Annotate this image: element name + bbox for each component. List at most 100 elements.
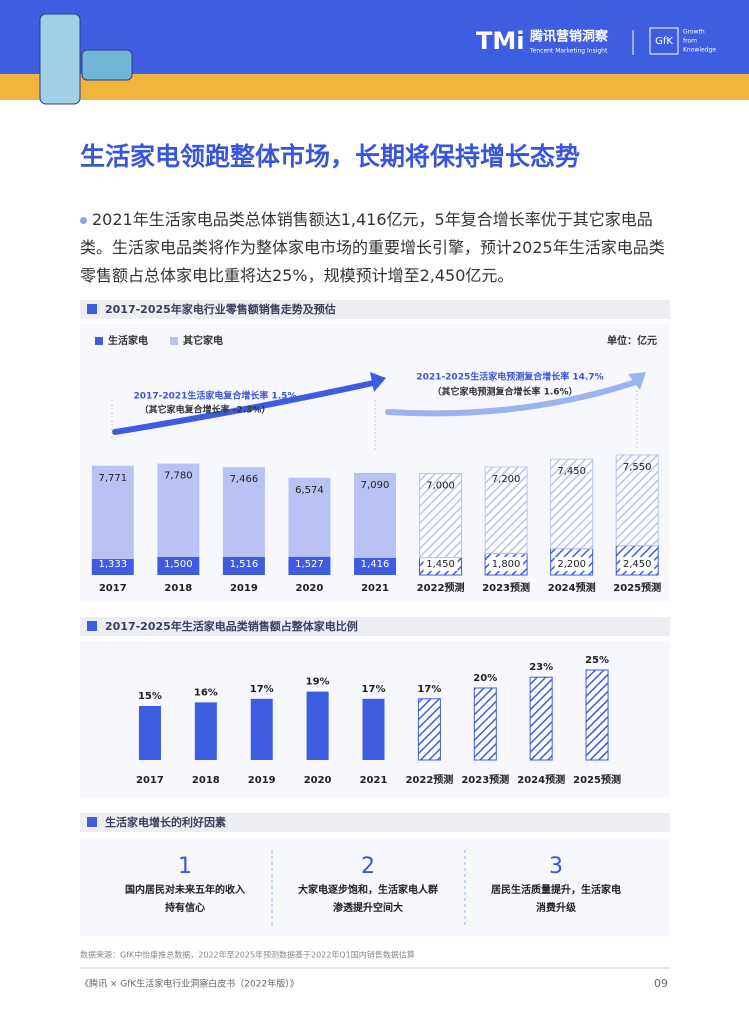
value-label: 7,000	[426, 481, 455, 492]
section-title: 2017-2025年生活家电品类销售额占整体家电比例	[105, 619, 358, 633]
value-label: 7,450	[557, 466, 586, 477]
legend-label: 其它家电	[183, 334, 223, 347]
factor-text: 国内居民对未来五年的收入	[125, 883, 245, 896]
x-tick-label: 2021	[361, 583, 389, 594]
bar-segment	[91, 559, 134, 575]
value-label: 7,090	[361, 480, 390, 491]
value-label: 7,200	[492, 474, 521, 485]
x-tick-label: 2017	[136, 775, 164, 786]
x-tick-label: 2020	[304, 775, 332, 786]
value-label: 15%	[138, 691, 162, 702]
x-tick-label: 2024预测	[548, 581, 596, 594]
bar	[585, 669, 609, 761]
partner-box	[649, 27, 679, 55]
value-label: 25%	[585, 655, 609, 666]
value-label: 1,333	[98, 559, 127, 570]
bar-segment	[288, 477, 331, 557]
value-label: 1,516	[230, 559, 259, 570]
bar	[306, 691, 329, 760]
label-bg	[489, 557, 524, 571]
bar-segment	[288, 556, 331, 575]
value-label: 1,416	[361, 559, 390, 570]
illustration	[81, 49, 133, 81]
section-title: 2017-2025年家电行业零售额销售走势及预估	[105, 302, 336, 316]
legend-swatch	[95, 337, 103, 345]
arrow-head	[370, 372, 386, 392]
value-label: 1,500	[164, 559, 193, 570]
bar-segment	[222, 556, 265, 575]
value-label: 2,450	[623, 559, 652, 570]
publication: 《腾讯 × GfK生活家电行业洞察白皮书（2022年版）》	[80, 978, 299, 990]
x-tick-label: 2025预测	[573, 773, 621, 786]
bar-segment	[91, 465, 134, 560]
x-tick-label: 2025预测	[613, 581, 661, 594]
arrow-head	[628, 372, 646, 390]
bar-segment	[615, 454, 659, 547]
bar	[473, 687, 497, 761]
bar-segment	[157, 557, 200, 575]
brand-logo: TMi	[476, 27, 524, 55]
x-tick-label: 2019	[248, 775, 276, 786]
factor-text: 渗透提升空间大	[333, 901, 403, 914]
factor-text: 消费升级	[536, 901, 577, 914]
x-tick-label: 2022预测	[417, 581, 465, 594]
bar	[529, 676, 553, 761]
bar-segment	[354, 558, 396, 575]
value-label: 7,780	[164, 471, 193, 482]
annotation: （其它家电复合增长率 -2.3%）	[140, 404, 271, 416]
legend-label: 生活家电	[108, 334, 148, 347]
x-tick-label: 2023预测	[461, 773, 509, 786]
bar-segment	[550, 458, 594, 550]
bar-segment	[222, 467, 265, 557]
bar-segment	[419, 473, 463, 559]
factor-number: 1	[178, 854, 192, 879]
value-label: 7,550	[623, 462, 652, 473]
x-tick-label: 2021	[360, 775, 388, 786]
unit: 单位：亿元	[607, 334, 657, 347]
partner-tagline: from	[683, 38, 697, 45]
label-bg	[620, 557, 655, 571]
x-tick-label: 2024预测	[517, 773, 565, 786]
annotation: 2017-2021生活家电复合增长率 1.5%	[134, 390, 297, 402]
brand-en: Tencent Marketing Insight	[529, 48, 608, 55]
x-tick-label: 2020	[296, 583, 324, 594]
value-label: 17%	[417, 684, 441, 695]
value-label: 1,450	[426, 559, 455, 570]
trend-arrow	[385, 379, 639, 417]
value-label: 17%	[362, 684, 386, 695]
section-icon	[87, 621, 97, 631]
legend-swatch	[170, 337, 178, 345]
summary: 2021年生活家电品类总体销售额达1,416亿元，5年复合增长率优于其它家电品类…	[80, 206, 680, 290]
value-label: 17%	[250, 684, 274, 695]
page-title: 生活家电领跑整体市场，长期将保持增长态势	[80, 142, 580, 171]
factor-text: 大家电逐步饱和，生活家电人群	[298, 883, 438, 896]
value-label: 1,800	[492, 559, 521, 570]
section-header	[80, 617, 670, 636]
value-label: 7,466	[230, 474, 259, 485]
factor-panel	[80, 838, 670, 936]
x-tick-label: 2019	[230, 583, 258, 594]
value-label: 19%	[306, 677, 330, 688]
value-label: 6,574	[295, 485, 324, 496]
factor-text: 持有信心	[165, 901, 205, 914]
bar-segment	[157, 463, 200, 557]
x-tick-label: 2018	[164, 583, 192, 594]
factor-number: 3	[549, 854, 563, 879]
bar	[362, 698, 385, 760]
annotation: （其它家电预测复合增长率 1.6%）	[432, 386, 577, 398]
factor-text: 居民生活质量提升，生活家电	[491, 883, 621, 896]
source: 数据来源：GfK中怡康推总数据，2022年至2025年预测数据基于2022年Q1…	[80, 950, 415, 960]
partner-tagline: Knowledge	[683, 47, 716, 54]
x-tick-label: 2017	[99, 583, 127, 594]
label-bg	[554, 557, 589, 571]
page-number: 09	[654, 977, 668, 990]
bar-segment	[354, 472, 396, 559]
x-tick-label: 2023预测	[482, 581, 530, 594]
section-header	[80, 300, 670, 319]
x-tick-label: 2022预测	[405, 773, 453, 786]
bar	[417, 698, 441, 761]
value-label: 16%	[194, 687, 218, 698]
section-icon	[87, 817, 97, 827]
